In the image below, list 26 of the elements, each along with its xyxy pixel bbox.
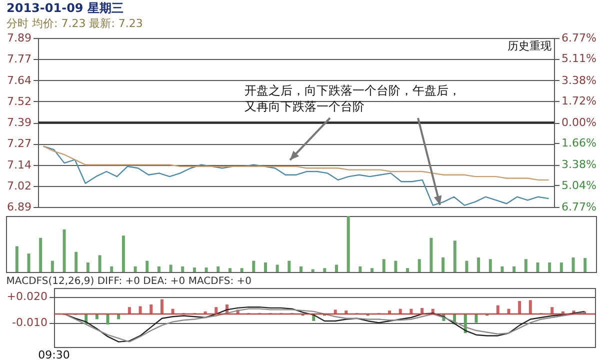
y-tick-label: 6.89 xyxy=(7,200,32,214)
y2-tick-label: 6.77% xyxy=(562,200,596,214)
y2-tick-label: 1.72% xyxy=(562,94,596,108)
chart-title: 2013-01-09 星期三 xyxy=(6,1,124,15)
annotation: 历史重现 xyxy=(507,40,552,53)
text: 09:30 xyxy=(38,348,70,362)
y2-tick-label: 0.00% xyxy=(562,116,596,129)
y2-tick-label: 6.77% xyxy=(562,32,596,44)
y2-tick-label: 5.11% xyxy=(562,52,596,66)
y2-tick-label: 3.38% xyxy=(562,158,596,172)
y-tick-label: -0.010 xyxy=(12,316,48,330)
y-tick-label: 7.14 xyxy=(7,158,32,172)
y-tick-label: 7.02 xyxy=(7,179,32,192)
annotation: 开盘之后，向下跌落一个台阶，午盘后，又再向下跌落一个台阶 xyxy=(244,83,460,114)
chart-title: MACDFS(12,26,9) DIFF: +0 DEA: +0 MACDFS: +0 xyxy=(6,276,252,287)
y-tick-label: 7.77 xyxy=(7,52,32,66)
y2-tick-label: 3.38% xyxy=(562,74,596,87)
y2-tick-label: 5.04% xyxy=(562,178,596,192)
y-tick-label: 7.89 xyxy=(7,32,32,44)
y-tick-label: 7.64 xyxy=(7,74,32,87)
y-tick-label: +0.020 xyxy=(6,290,48,304)
y-tick-label: 7.27 xyxy=(7,137,32,150)
y2-tick-label: 1.66% xyxy=(562,136,596,150)
y-tick-label: 7.39 xyxy=(7,116,32,129)
y-tick-label: 7.52 xyxy=(7,94,32,108)
chart-subtitle: 分时 均价: 7.23 最新: 7.23 xyxy=(6,17,143,30)
